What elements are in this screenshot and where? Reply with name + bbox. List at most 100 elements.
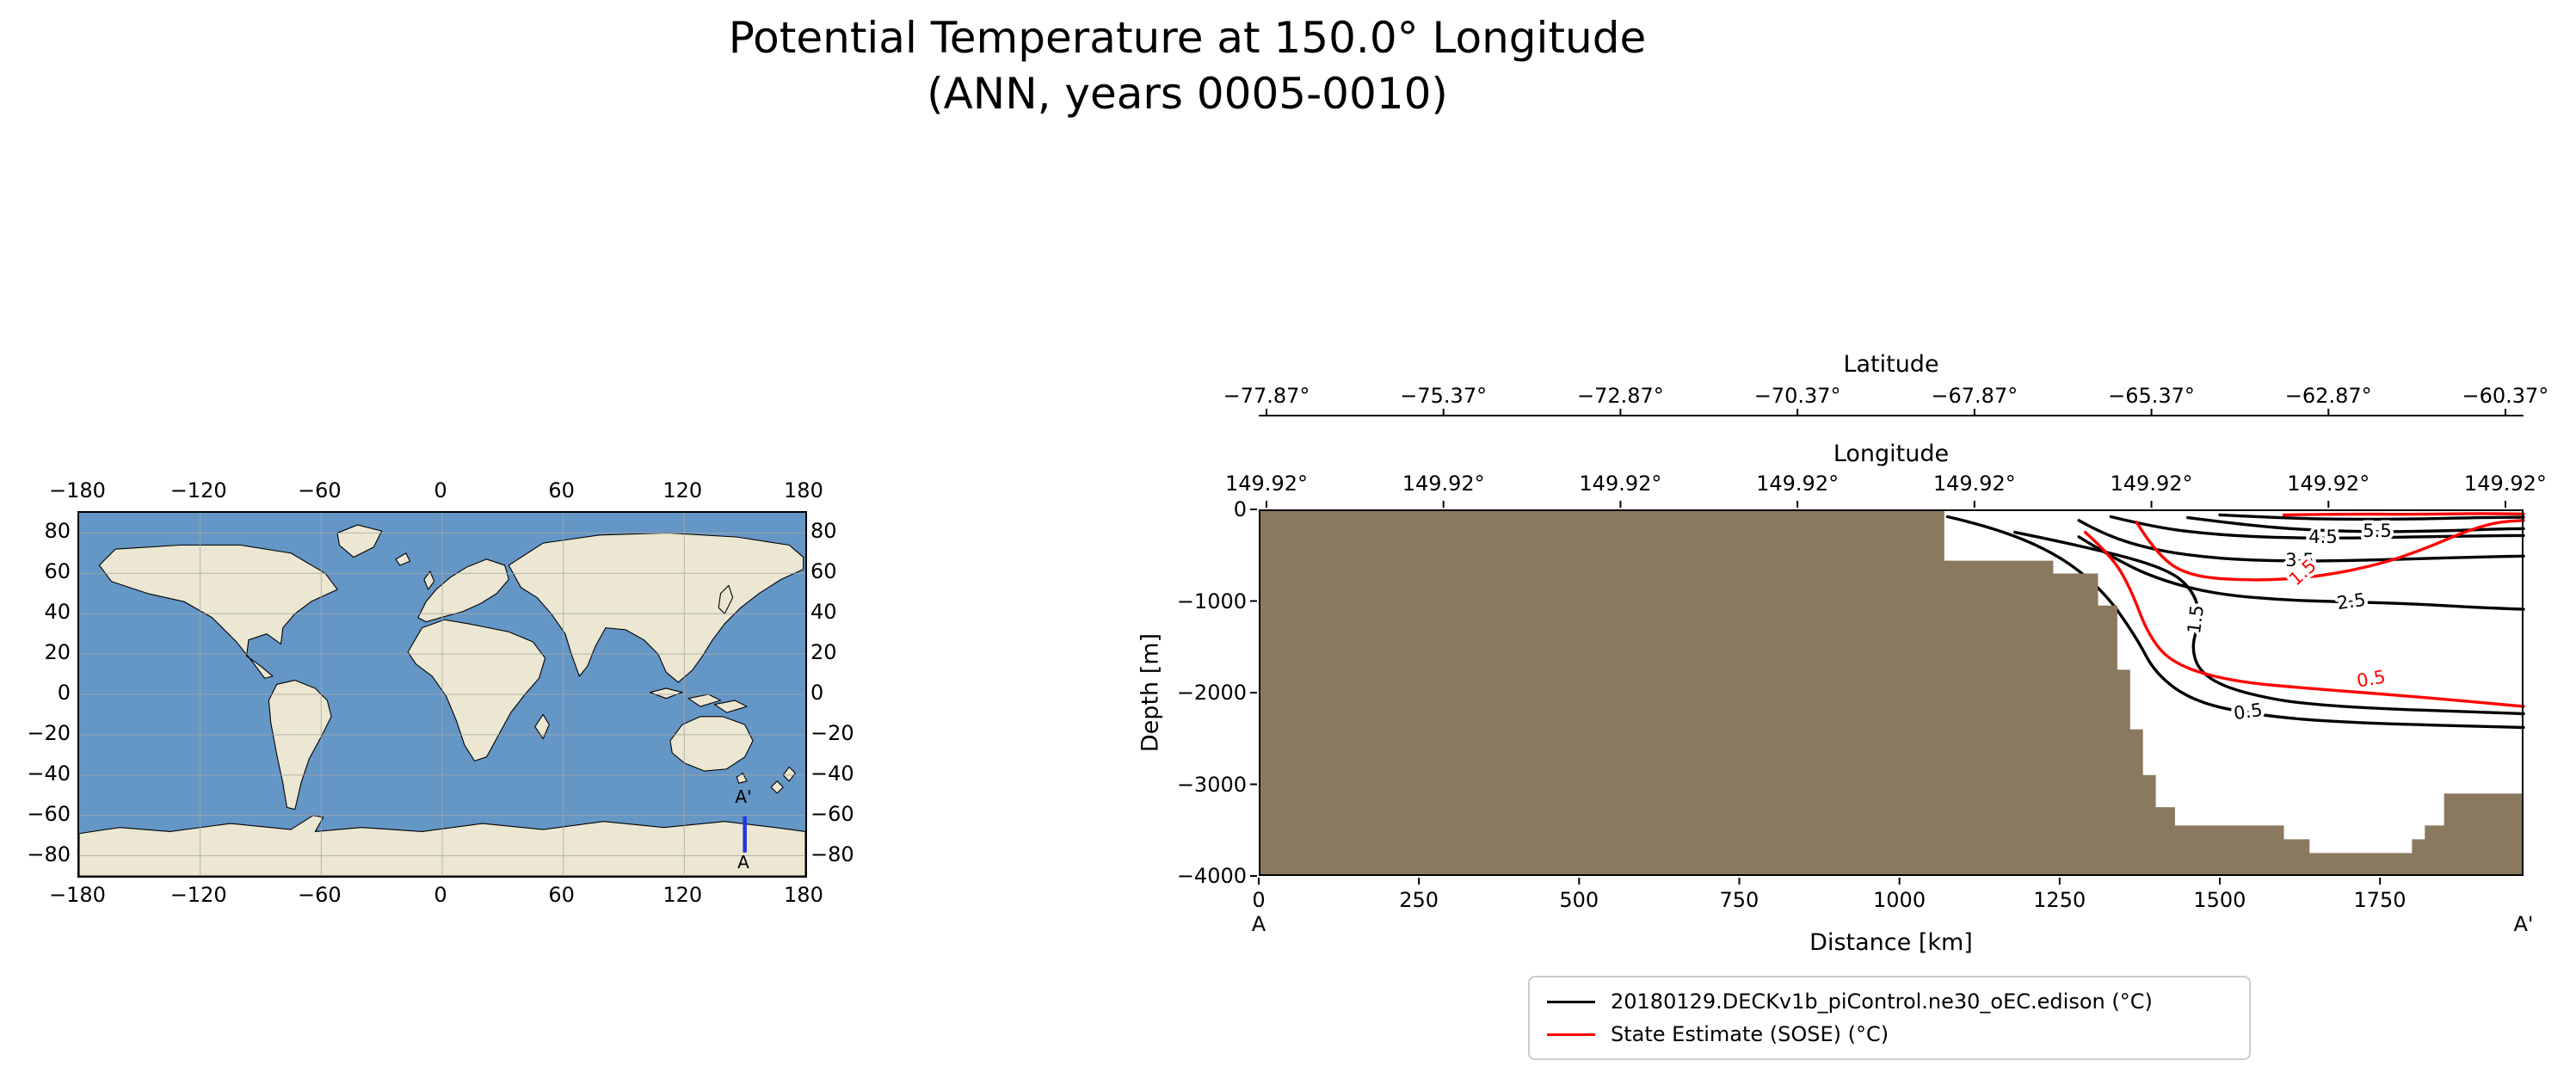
sose-line-swatch bbox=[1547, 1033, 1595, 1036]
tick-label: 149.92° bbox=[2463, 472, 2547, 496]
tick-label: 0 bbox=[1233, 497, 1247, 521]
contour-label-black-0.5: 0.5 bbox=[2233, 700, 2264, 724]
tick-label: −3000 bbox=[1176, 772, 1247, 797]
tick-label: −60 bbox=[810, 802, 854, 826]
latitude-tick-labels: −77.87° −75.37° −72.87° −70.37° −67.87° −65.3… bbox=[1206, 384, 2566, 408]
model-line-swatch bbox=[1547, 1000, 1595, 1003]
contour-line-sose-0.5 bbox=[2083, 530, 2525, 708]
map-longitude-ticks-bottom: −180 −120 −60 0 60 120 180 bbox=[43, 883, 838, 907]
latitude-axis-title: Latitude bbox=[1843, 351, 1939, 378]
landmass-new-zealand-north bbox=[783, 767, 795, 780]
landmass-europe bbox=[418, 559, 509, 622]
tick-label: 149.92° bbox=[1402, 472, 1485, 496]
tick-label: 1250 bbox=[2033, 888, 2086, 912]
tick-label: −75.37° bbox=[1400, 384, 1488, 408]
map-latitude-ticks-left: 80 60 40 20 0 −20 −40 −60 −80 bbox=[0, 518, 71, 867]
longitude-tick-labels: 149.92° 149.92° 149.92° 149.92° 149.92° 149.9… bbox=[1206, 472, 2566, 496]
contour-line-model-2.5 bbox=[2077, 535, 2525, 611]
distance-axis-title: Distance [km] bbox=[1809, 929, 1973, 956]
tick-label: −60 bbox=[27, 802, 71, 826]
tick-label: 40 bbox=[44, 600, 71, 624]
contour-line-sose-1.5 bbox=[2135, 519, 2525, 582]
distance-tick-labels: 0 250 500 750 1000 1250 1500 1750 bbox=[1199, 888, 2440, 912]
landmass-new-zealand-south bbox=[771, 781, 783, 793]
tick-label: 1500 bbox=[2193, 888, 2246, 912]
tick-label: −180 bbox=[49, 883, 106, 907]
tick-label: 500 bbox=[1559, 888, 1599, 912]
tick-label: 180 bbox=[784, 478, 823, 503]
world-map-svg bbox=[79, 513, 805, 876]
tick-label: 180 bbox=[784, 883, 823, 907]
contour-label-red-0.5: 0.5 bbox=[2355, 666, 2387, 691]
contour-line-model-4.5 bbox=[2109, 515, 2525, 540]
longitude-axis-title: Longitude bbox=[1833, 441, 1950, 467]
tick-label: −67.87° bbox=[1931, 384, 2018, 408]
transect-end-label: A' bbox=[735, 786, 752, 807]
legend-label-sose: State Estimate (SOSE) (°C) bbox=[1611, 1022, 1889, 1046]
section-plot: 5.5 4.5 3.5 2.5 1.5 0.5 1.5 0.5 bbox=[1250, 409, 2525, 885]
tick-label: 149.92° bbox=[1756, 472, 1840, 496]
contour-label-black-3.5: 3.5 bbox=[2285, 550, 2314, 570]
contour-line-sose bbox=[2282, 512, 2525, 517]
tick-label: 149.92° bbox=[1225, 472, 1308, 496]
landmass-japan bbox=[718, 585, 732, 613]
tick-label: 80 bbox=[810, 519, 837, 543]
landmass-uk bbox=[424, 571, 434, 589]
contour-label-black-1.5: 1.5 bbox=[2184, 604, 2208, 635]
landmass-indonesia-west bbox=[650, 688, 682, 699]
contour-line-model-1.5 bbox=[2013, 530, 2525, 716]
landmass-north-america bbox=[99, 546, 337, 679]
tick-label: 40 bbox=[810, 600, 837, 624]
tick-label: 120 bbox=[662, 478, 703, 503]
figure-title-line1: Potential Temperature at 150.0° Longitud… bbox=[728, 13, 1647, 63]
world-map bbox=[77, 511, 807, 878]
legend-entry-sose: State Estimate (SOSE) (°C) bbox=[1547, 1022, 2232, 1046]
figure-title-line2: (ANN, years 0005-0010) bbox=[927, 69, 1448, 119]
landmass-iceland bbox=[396, 553, 410, 565]
tick-label: 20 bbox=[810, 640, 837, 664]
tick-label: 0 bbox=[434, 478, 447, 503]
tick-label: 120 bbox=[662, 883, 703, 907]
tick-label: 1000 bbox=[1873, 888, 1926, 912]
tick-label: 0 bbox=[1252, 888, 1266, 912]
contour-label-black-5.5: 5.5 bbox=[2363, 521, 2391, 541]
landmass-new-guinea bbox=[715, 700, 748, 712]
transect-start-label: A bbox=[737, 852, 749, 872]
tick-label: 60 bbox=[548, 478, 575, 503]
tick-label: 0 bbox=[57, 681, 71, 705]
tick-label: −20 bbox=[810, 721, 854, 745]
landmass-australia bbox=[670, 717, 753, 771]
plot-frame bbox=[1259, 509, 2524, 876]
legend-label-model: 20180129.DECKv1b_piControl.ne30_oEC.edis… bbox=[1611, 990, 2153, 1014]
tick-label: −60.37° bbox=[2462, 384, 2549, 408]
tick-label: 60 bbox=[44, 559, 71, 583]
bathymetry-fill bbox=[1259, 509, 2524, 876]
contour-line-model bbox=[2218, 513, 2525, 521]
legend: 20180129.DECKv1b_piControl.ne30_oEC.edis… bbox=[1528, 976, 2251, 1060]
tick-label: −20 bbox=[27, 721, 71, 745]
tick-label: 20 bbox=[44, 640, 71, 664]
tick-label: −65.37° bbox=[2108, 384, 2195, 408]
tick-label: −120 bbox=[169, 883, 227, 907]
landmass-indonesia-east bbox=[688, 694, 721, 706]
tick-label: 149.92° bbox=[2110, 472, 2193, 496]
landmass-asia bbox=[508, 533, 803, 681]
tick-label: −80 bbox=[27, 842, 71, 866]
legend-entry-model: 20180129.DECKv1b_piControl.ne30_oEC.edis… bbox=[1547, 990, 2232, 1014]
figure-title: Potential Temperature at 150.0° Longitud… bbox=[344, 10, 2031, 122]
landmass-tasmania bbox=[736, 773, 747, 783]
tick-label: −60 bbox=[297, 883, 342, 907]
tick-label: −2000 bbox=[1176, 681, 1247, 705]
map-gridlines bbox=[79, 513, 805, 876]
map-longitude-ticks-top: −180 −120 −60 0 60 120 180 bbox=[43, 478, 838, 503]
tick-label: −4000 bbox=[1176, 864, 1247, 888]
tick-label: 60 bbox=[810, 559, 837, 583]
tick-label: −180 bbox=[49, 478, 106, 503]
tick-label: −40 bbox=[810, 761, 854, 786]
contour-line-model-0.5 bbox=[1945, 515, 2525, 730]
tick-label: −80 bbox=[810, 842, 854, 866]
tick-label: 0 bbox=[434, 883, 447, 907]
contour-label-black-2.5: 2.5 bbox=[2336, 589, 2367, 613]
contour-line-model-3.5 bbox=[2077, 519, 2525, 563]
